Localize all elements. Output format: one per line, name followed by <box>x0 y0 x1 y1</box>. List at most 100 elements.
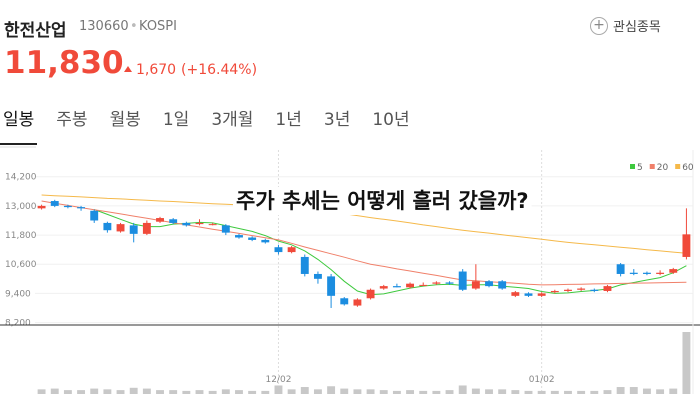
y-tick-label: 9,400 <box>5 289 31 299</box>
candle-body <box>287 247 296 253</box>
candle-body <box>340 298 349 305</box>
legend-label: 5 <box>637 163 643 173</box>
candle-body <box>603 286 612 291</box>
candle-body <box>511 292 520 296</box>
x-tick-label: 01/02 <box>529 375 555 385</box>
period-tab[interactable]: 주봉 <box>56 110 88 130</box>
volume-bar <box>353 389 362 394</box>
watch-button[interactable]: + 관심종목 <box>590 16 661 35</box>
volume-bar <box>116 390 125 394</box>
candle-body <box>50 201 59 206</box>
period-tab[interactable]: 1일 <box>162 110 190 130</box>
candle-body <box>182 222 191 226</box>
volume-bar <box>550 390 559 394</box>
volume-bar <box>629 387 638 394</box>
period-tab[interactable]: 3년 <box>323 110 351 130</box>
volume-bar <box>142 388 151 394</box>
candle-body <box>221 225 230 233</box>
volume-bar <box>169 390 178 394</box>
market: KOSPI <box>139 19 177 34</box>
period-tab[interactable]: 월봉 <box>109 110 141 130</box>
candle-body <box>498 281 507 289</box>
chart-title: 주가 추세는 어떻게 흘러 갔을까? <box>236 189 529 213</box>
candle-body <box>169 219 178 223</box>
candle-body <box>327 276 336 296</box>
candle-body <box>366 289 375 299</box>
candle-body <box>629 272 638 274</box>
volume-bar <box>471 388 480 394</box>
volume-bar <box>392 390 401 394</box>
volume-bar <box>537 390 546 394</box>
candle-body <box>156 218 164 222</box>
volume-bar <box>682 332 691 394</box>
candle-body <box>642 272 651 274</box>
candle-body <box>129 225 138 234</box>
volume-bar <box>235 390 243 394</box>
legend-swatch <box>649 164 655 169</box>
volume-bar <box>300 387 309 394</box>
volume-bar <box>37 389 46 394</box>
y-tick-label: 10,600 <box>5 260 37 270</box>
separator-dot: • <box>130 19 138 34</box>
x-tick-label: 12/02 <box>265 375 291 385</box>
candle-body <box>379 286 388 289</box>
volume-bar <box>63 390 72 394</box>
candle-body <box>550 290 559 293</box>
period-tab[interactable]: 1년 <box>275 110 302 130</box>
candle-body <box>616 264 625 274</box>
volume-bar <box>77 390 86 394</box>
candle-body <box>90 210 99 221</box>
volume-bar <box>590 390 599 394</box>
plus-icon: + <box>590 16 608 35</box>
candle-body <box>445 282 454 284</box>
legend-label: 20 <box>657 163 669 173</box>
volume-bar <box>379 390 388 394</box>
candle-body <box>353 299 362 306</box>
volume-bar <box>327 386 336 394</box>
stock-code: 130660 <box>79 19 129 34</box>
moving-average-line <box>41 194 687 254</box>
volume-bar <box>419 390 428 394</box>
legend-swatch <box>675 164 681 169</box>
volume-bar <box>669 388 678 394</box>
volume-bar <box>195 390 204 394</box>
y-tick-label: 13,000 <box>5 202 37 212</box>
y-tick-label: 14,200 <box>5 173 37 183</box>
candle-body <box>432 282 441 284</box>
up-arrow <box>124 66 132 72</box>
legend-swatch <box>630 164 635 169</box>
candle-body <box>392 286 401 288</box>
title-background <box>233 187 532 215</box>
volume-bar <box>616 387 625 394</box>
moving-average-line <box>94 209 687 296</box>
period-tab[interactable]: 3개월 <box>211 110 254 130</box>
candle-body <box>103 222 112 231</box>
candle-body <box>208 224 217 226</box>
volume-bar <box>103 389 112 394</box>
volume-bar <box>445 390 454 394</box>
volume-bar <box>498 389 507 394</box>
period-tab[interactable]: 일봉 <box>0 105 38 145</box>
candle-body <box>590 289 599 291</box>
candle-body <box>564 289 572 291</box>
candle-body <box>458 271 467 290</box>
change: 1,670 <box>136 62 177 78</box>
candle-body <box>485 281 493 287</box>
moving-average-line <box>41 200 687 286</box>
volume-bar <box>129 387 138 394</box>
price: 11,830 <box>4 45 124 81</box>
volume-bar <box>432 390 441 394</box>
period-tab[interactable]: 10년 <box>372 110 410 130</box>
period-tabs: 일봉 주봉 월봉 1일 3개월 1년 3년 10년 <box>0 105 429 145</box>
candle-body <box>274 247 283 253</box>
volume-bar <box>406 390 415 394</box>
volume-bar <box>90 388 99 394</box>
volume-bar <box>248 390 257 394</box>
volume-bar <box>50 388 59 394</box>
watch-label: 관심종목 <box>613 20 661 35</box>
volume-bar <box>366 389 375 394</box>
volume-bar <box>564 390 572 394</box>
candle-body <box>77 207 86 209</box>
legend-label: 60 <box>682 163 694 173</box>
